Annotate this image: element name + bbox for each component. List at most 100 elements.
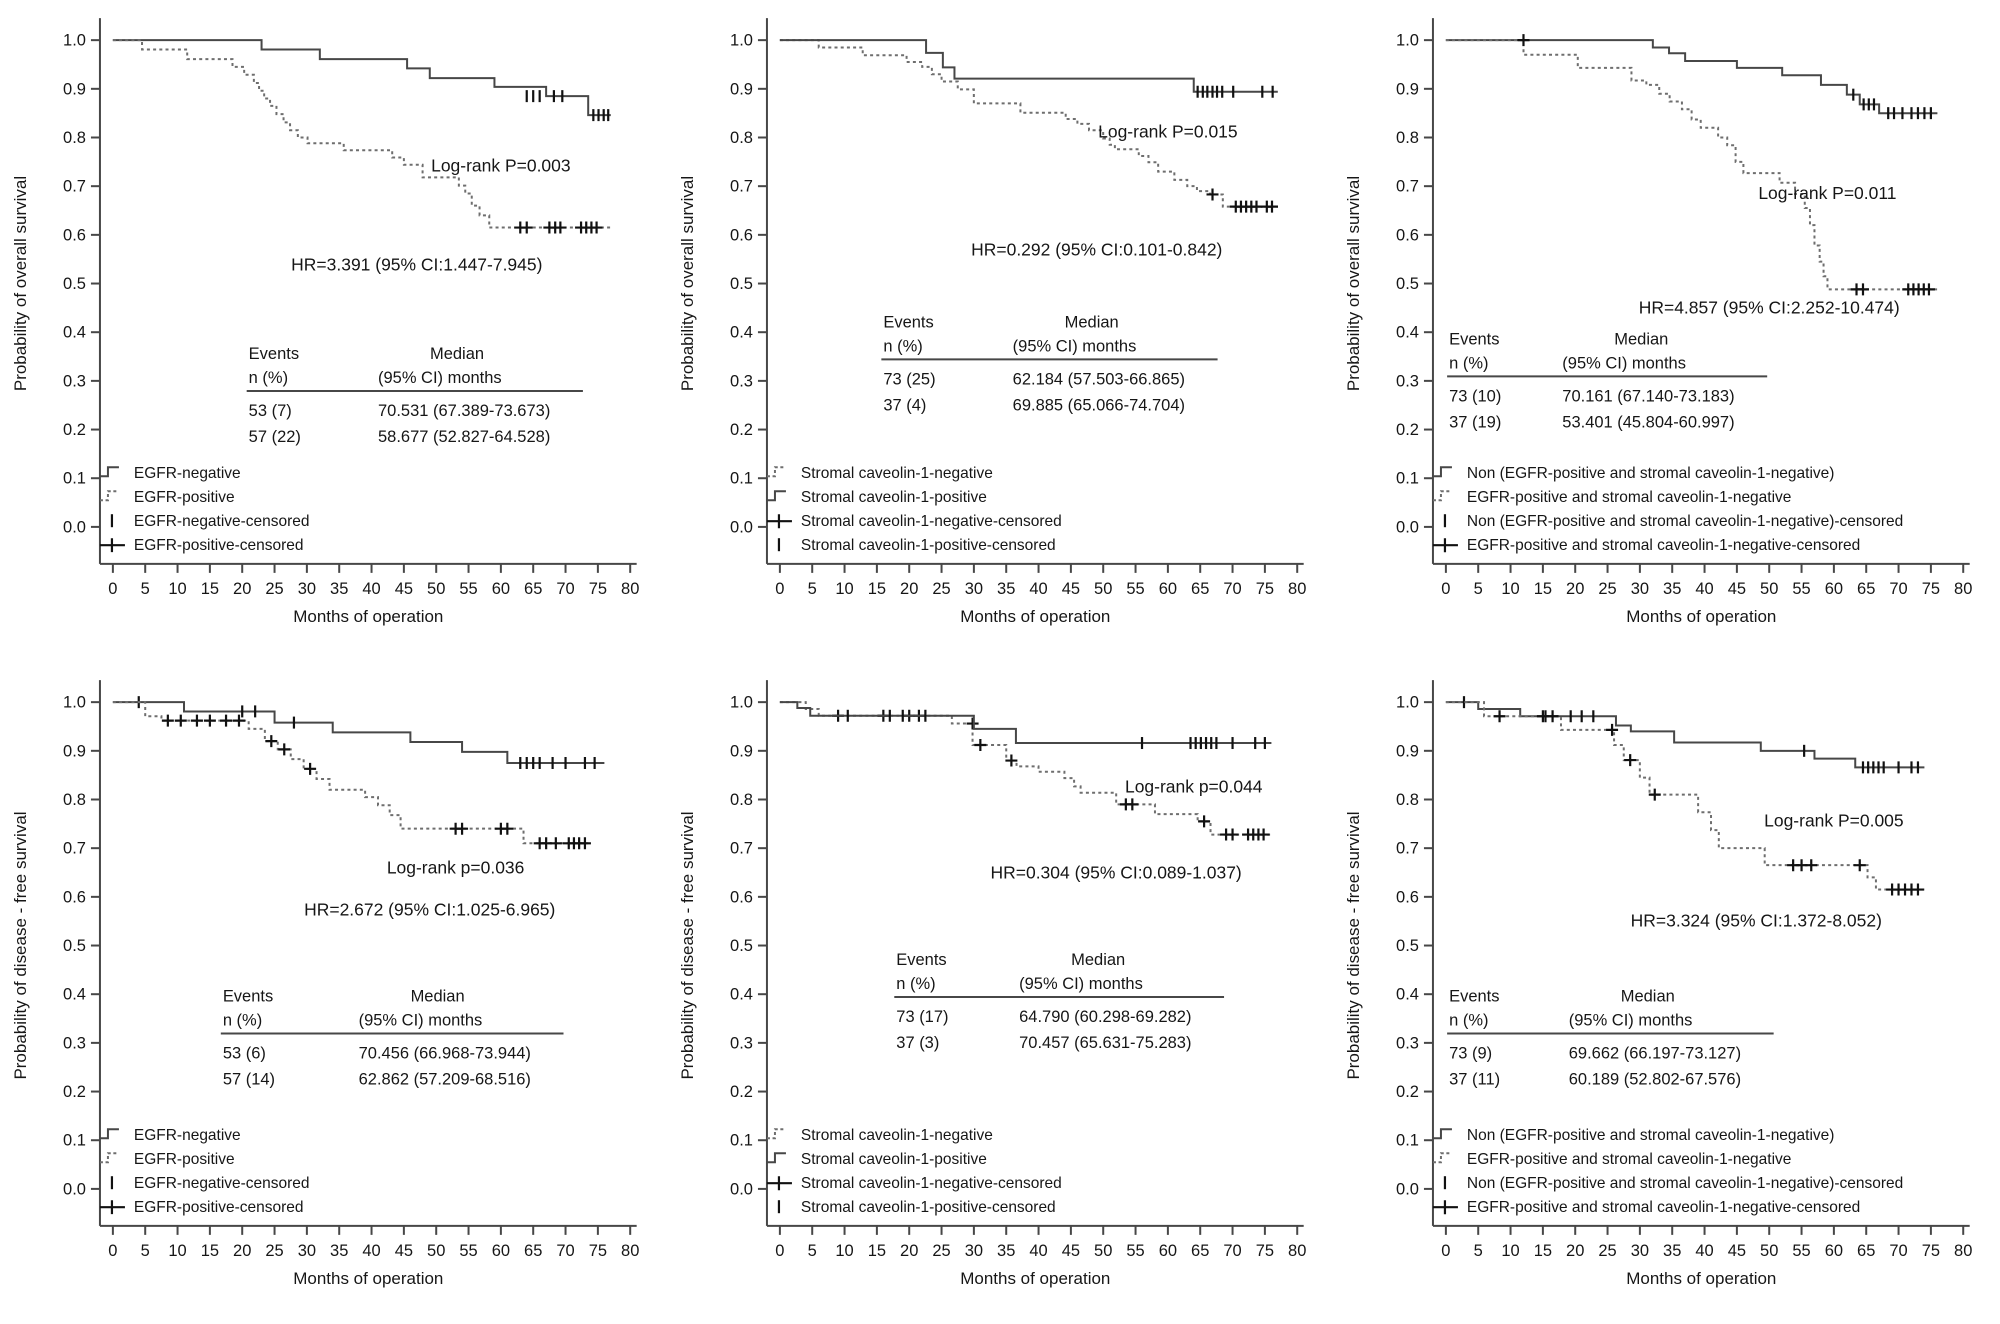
logrank-annotation: Log-rank p=0.036	[387, 857, 525, 877]
y-tick-group: 1.0 0.9 0.8 0.7 0.6 0.5 0.4 0.3 0.2 0.1 0.0	[63, 694, 100, 1198]
events-table-cell-n: 57 (22)	[249, 428, 301, 446]
legend-item: Stromal caveolin-1-positive-censored	[777, 537, 1055, 554]
y-tick-label: 0.2	[63, 421, 86, 439]
censor-marks-dashed	[1517, 34, 1936, 296]
censor-plus-mark	[190, 714, 203, 727]
y-tick-label: 0.8	[730, 129, 753, 147]
legend-item: Stromal caveolin-1-negative	[766, 1127, 993, 1144]
x-tick-label: 20	[1566, 580, 1584, 598]
censor-marks-solid	[1463, 696, 1920, 774]
censor-plus-mark	[1125, 798, 1138, 811]
y-tick-label: 1.0	[63, 32, 86, 50]
km-curve-solid	[112, 39, 611, 117]
km-curve-dashed	[1446, 701, 1925, 891]
y-tick-label: 0.0	[730, 1180, 753, 1198]
censor-plus-mark	[966, 717, 979, 730]
y-tick-label: 0.4	[730, 986, 753, 1004]
censor-plus-mark	[1624, 754, 1637, 767]
axes	[765, 18, 1304, 565]
censor-plus-mark	[1854, 859, 1867, 872]
x-tick-label: 10	[1502, 1242, 1520, 1260]
events-table-header-ci-months: (95% CI) months	[1563, 354, 1687, 372]
legend-step-dashed-icon	[99, 1152, 119, 1164]
legend-item: EGFR-positive-censored	[99, 1199, 303, 1216]
x-tick-label: 50	[1760, 580, 1778, 598]
legend-step-solid-icon	[99, 1128, 119, 1140]
x-tick-label: 0	[775, 580, 784, 598]
x-tick-label: 55	[459, 580, 477, 598]
x-tick-label: 45	[1061, 1242, 1079, 1260]
y-axis-label: Probability of overall survival	[1344, 176, 1363, 391]
y-tick-label: 1.0	[1396, 694, 1419, 712]
x-tick-label: 55	[1126, 580, 1144, 598]
y-tick-label: 0.3	[63, 372, 86, 390]
x-tick-label: 25	[265, 580, 283, 598]
legend-item-label: Stromal caveolin-1-positive	[801, 1151, 987, 1168]
legend-item: Stromal caveolin-1-negative	[766, 465, 993, 482]
legend-item: Stromal caveolin-1-positive	[766, 489, 987, 506]
y-tick-label: 0.5	[63, 275, 86, 293]
y-tick-label: 0.8	[63, 791, 86, 809]
x-tick-label: 30	[964, 1242, 982, 1260]
censor-plus-mark	[1206, 188, 1219, 201]
events-table-cell-median: 62.862 (57.209-68.516)	[359, 1070, 531, 1088]
legend-item: Non (EGFR-positive and stromal caveolin-…	[1444, 1175, 1904, 1192]
events-table-cell-median: 62.184 (57.503-66.865)	[1012, 370, 1184, 388]
y-tick-group: 1.0 0.9 0.8 0.7 0.6 0.5 0.4 0.3 0.2 0.1 0.0	[1396, 32, 1434, 536]
x-tick-group: 0 5 10 15 20 25 30 35 40 45 50 55 60 65 70 75 80	[775, 563, 1306, 598]
y-tick-label: 0.0	[1396, 518, 1419, 536]
y-tick-label: 1.0	[730, 694, 753, 712]
x-tick-label: 45	[1728, 580, 1746, 598]
y-tick-label: 0.2	[730, 1083, 753, 1101]
x-tick-label: 40	[362, 1242, 380, 1260]
x-tick-label: 70	[1890, 1242, 1908, 1260]
y-tick-label: 0.9	[730, 80, 753, 98]
hr-annotation: HR=0.292 (95% CI:0.101-0.842)	[971, 239, 1222, 259]
legend-step-dashed-icon	[1433, 490, 1453, 502]
x-tick-label: 80	[1288, 580, 1306, 598]
y-tick-label: 0.2	[63, 1083, 86, 1101]
x-tick-label: 65	[1857, 1242, 1875, 1260]
legend-step-dashed-icon	[766, 466, 786, 478]
x-tick-label: 50	[1760, 1242, 1778, 1260]
y-tick-label: 0.4	[730, 324, 753, 342]
y-tick-label: 0.8	[1396, 791, 1419, 809]
censor-plus-mark	[1197, 815, 1210, 828]
panel-os-combined: 0 5 10 15 20 25 30 35 40 45 50 55 60 65 70 75 80 1.0 0.9 0.…	[1333, 0, 2000, 662]
legend-item-label: Stromal caveolin-1-negative-censored	[801, 1175, 1062, 1192]
y-tick-label: 0.1	[63, 1132, 86, 1150]
x-tick-group: 0 5 10 15 20 25 30 35 40 45 50 55 60 65 70 75 80	[108, 1225, 639, 1260]
y-tick-label: 0.3	[63, 1034, 86, 1052]
y-tick-label: 0.0	[1396, 1180, 1419, 1198]
km-curve-solid	[112, 701, 605, 765]
events-table-cell-n: 57 (14)	[223, 1070, 275, 1088]
events-table-header-events: Events	[883, 313, 933, 331]
x-tick-label: 70	[556, 1242, 574, 1260]
censor-plus-mark	[1546, 710, 1559, 723]
x-tick-label: 45	[1728, 1242, 1746, 1260]
legend-item: Non (EGFR-positive and stromal caveolin-…	[1444, 513, 1904, 530]
axes	[765, 680, 1304, 1227]
y-tick-label: 0.9	[730, 742, 753, 760]
x-tick-group: 0 5 10 15 20 25 30 35 40 45 50 55 60 65 70 75 80	[1442, 1225, 1973, 1260]
x-tick-label: 10	[168, 580, 186, 598]
events-table-header-events: Events	[223, 988, 273, 1006]
legend-item-label: Stromal caveolin-1-negative	[801, 465, 993, 482]
legend-item: Non (EGFR-positive and stromal caveolin-…	[1433, 1127, 1835, 1144]
km-curve-dashed	[1446, 39, 1938, 291]
x-tick-group: 0 5 10 15 20 25 30 35 40 45 50 55 60 65 70 75 80	[108, 563, 639, 598]
legend-item: Stromal caveolin-1-negative-censored	[766, 513, 1061, 530]
hr-annotation: HR=4.857 (95% CI:2.252-10.474)	[1639, 298, 1900, 318]
legend-item-label: EGFR-positive and stromal caveolin-1-neg…	[1467, 537, 1860, 554]
censor-plus-mark	[590, 221, 603, 234]
x-tick-label: 35	[330, 580, 348, 598]
legend-item-label: EGFR-positive and stromal caveolin-1-neg…	[1467, 1199, 1860, 1216]
y-tick-label: 0.3	[730, 372, 753, 390]
x-axis-label: Months of operation	[1627, 607, 1777, 626]
x-tick-label: 55	[1793, 1242, 1811, 1260]
legend-item-label: Stromal caveolin-1-positive	[801, 489, 987, 506]
x-tick-label: 40	[1696, 1242, 1714, 1260]
legend-step-solid-icon	[1433, 1128, 1453, 1140]
x-tick-label: 30	[298, 1242, 316, 1260]
legend-censor-plus-icon	[1433, 538, 1459, 553]
